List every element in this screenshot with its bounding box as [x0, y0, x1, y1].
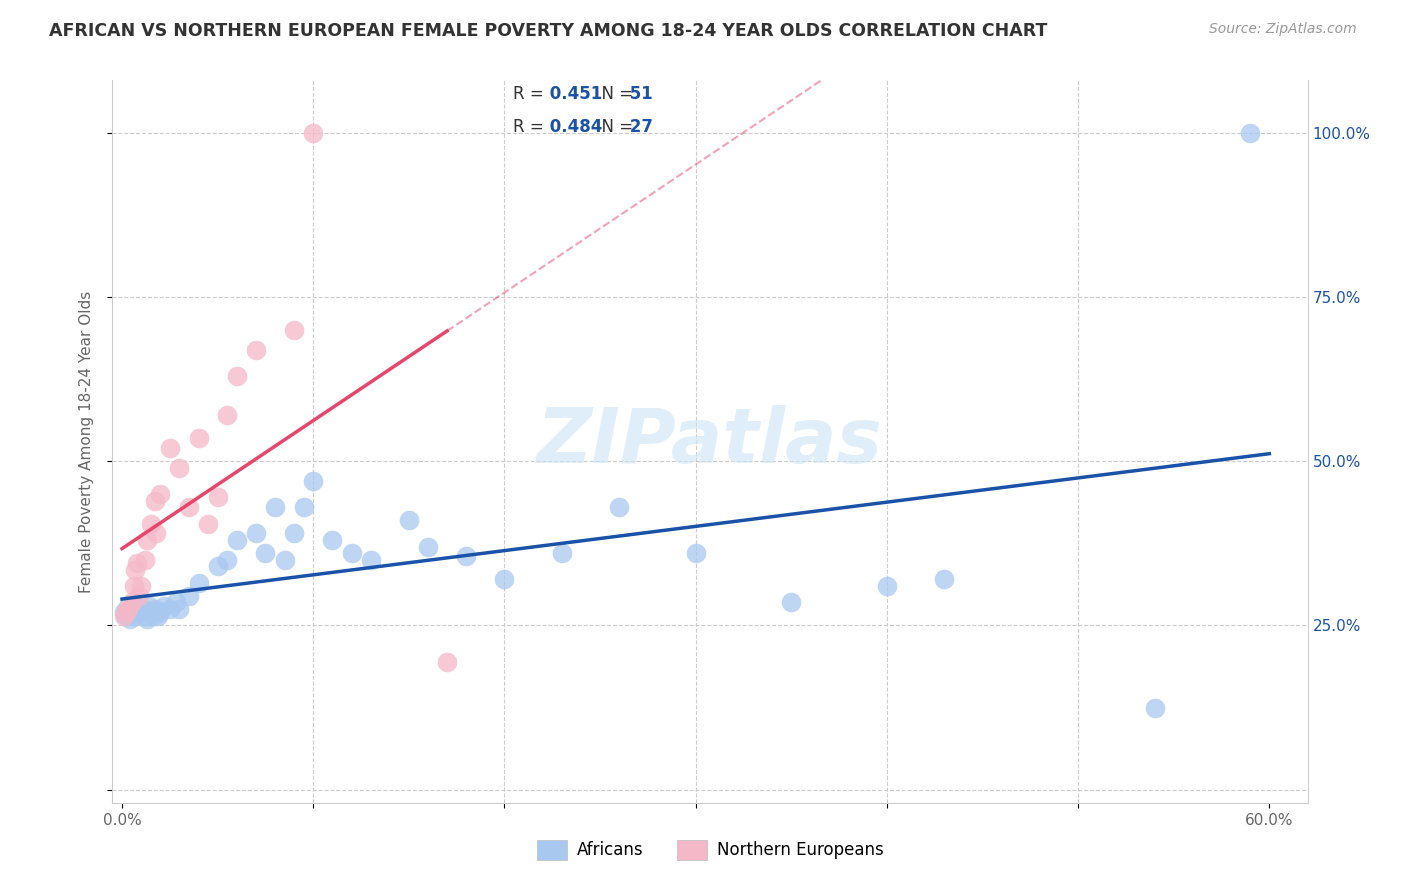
Point — [143, 493, 166, 508]
Point — [207, 491, 229, 505]
Point — [159, 602, 181, 616]
Point — [302, 126, 325, 140]
Point — [139, 605, 162, 619]
Point — [112, 605, 135, 619]
Point — [112, 608, 135, 623]
Point — [122, 605, 145, 619]
Point — [127, 599, 149, 613]
Point — [264, 500, 287, 515]
Point — [115, 608, 138, 623]
Point — [436, 655, 458, 669]
Point — [117, 599, 139, 613]
Point — [169, 460, 191, 475]
Point — [225, 533, 247, 547]
Point — [321, 533, 343, 547]
Point — [225, 368, 247, 383]
Text: 0.451: 0.451 — [544, 85, 602, 103]
Point — [398, 513, 420, 527]
Point — [124, 608, 146, 623]
Text: ZIPatlas: ZIPatlas — [537, 405, 883, 478]
Point — [145, 526, 167, 541]
Point — [128, 602, 150, 616]
Point — [122, 579, 145, 593]
Point — [685, 546, 707, 560]
Point — [217, 553, 239, 567]
Point — [302, 474, 325, 488]
Point — [207, 559, 229, 574]
Point — [135, 612, 157, 626]
Point — [124, 563, 146, 577]
Point — [187, 431, 209, 445]
Point — [197, 516, 219, 531]
Point — [139, 516, 162, 531]
Point — [143, 602, 166, 616]
Point — [780, 595, 803, 609]
Point — [135, 533, 157, 547]
Text: 27: 27 — [624, 118, 654, 136]
Point — [138, 599, 160, 613]
Point — [416, 540, 439, 554]
Text: R =: R = — [513, 85, 550, 103]
Point — [128, 589, 150, 603]
Point — [607, 500, 630, 515]
Point — [134, 553, 156, 567]
Point — [494, 573, 516, 587]
Point — [169, 602, 191, 616]
Point — [129, 605, 152, 619]
Text: N =: N = — [591, 85, 638, 103]
Point — [165, 595, 187, 609]
Point — [132, 602, 155, 616]
Point — [360, 553, 382, 567]
Point — [340, 546, 363, 560]
Point — [551, 546, 574, 560]
Text: N =: N = — [591, 118, 638, 136]
Point — [121, 602, 143, 616]
Point — [245, 343, 267, 357]
Point — [177, 589, 200, 603]
Point — [148, 608, 170, 623]
Legend: Africans, Northern Europeans: Africans, Northern Europeans — [530, 833, 890, 867]
Point — [283, 526, 305, 541]
Point — [118, 612, 141, 626]
Point — [153, 599, 176, 613]
Point — [145, 605, 167, 619]
Point — [254, 546, 277, 560]
Point — [134, 608, 156, 623]
Point — [934, 573, 956, 587]
Point — [456, 549, 478, 564]
Point — [177, 500, 200, 515]
Point — [121, 595, 143, 609]
Point — [127, 556, 149, 570]
Point — [245, 526, 267, 541]
Point — [149, 487, 172, 501]
Text: 0.484: 0.484 — [544, 118, 603, 136]
Point — [876, 579, 898, 593]
Point — [149, 605, 172, 619]
Point — [1239, 126, 1261, 140]
Point — [217, 409, 239, 423]
Point — [115, 605, 138, 619]
Point — [283, 323, 305, 337]
Y-axis label: Female Poverty Among 18-24 Year Olds: Female Poverty Among 18-24 Year Olds — [79, 291, 94, 592]
Text: R =: R = — [513, 118, 550, 136]
Point — [187, 575, 209, 590]
Point — [142, 608, 165, 623]
Point — [292, 500, 315, 515]
Point — [129, 579, 152, 593]
Text: AFRICAN VS NORTHERN EUROPEAN FEMALE POVERTY AMONG 18-24 YEAR OLDS CORRELATION CH: AFRICAN VS NORTHERN EUROPEAN FEMALE POVE… — [49, 22, 1047, 40]
Point — [1143, 700, 1166, 714]
Point — [159, 441, 181, 455]
Text: 51: 51 — [624, 85, 652, 103]
Text: Source: ZipAtlas.com: Source: ZipAtlas.com — [1209, 22, 1357, 37]
Point — [273, 553, 295, 567]
Point — [117, 602, 139, 616]
